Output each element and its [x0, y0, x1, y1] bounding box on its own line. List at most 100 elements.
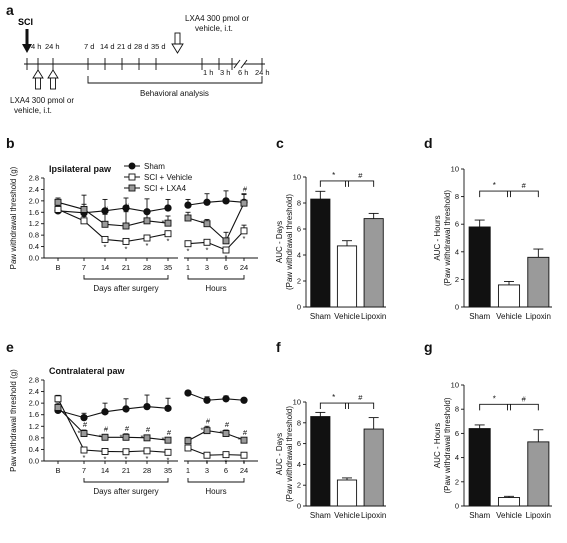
series-line-days	[57, 407, 169, 441]
y-tick-label: 0.4	[29, 445, 39, 454]
sig-bracket	[319, 180, 375, 187]
category-label: Vehicle	[334, 511, 360, 520]
y-axis-label: (Paw withdrawal threshold)	[285, 194, 294, 290]
panel-label-f: f	[276, 339, 281, 355]
sci-label: SCI	[18, 17, 33, 27]
y-tick-label: 0.8	[29, 231, 39, 240]
chart-title: Ipsilateral paw	[49, 164, 112, 174]
y-tick-label: 4	[455, 247, 459, 256]
sig-bracket	[479, 403, 539, 411]
injection-arrow-icon	[35, 77, 41, 90]
x-tick-label: 6	[224, 466, 228, 475]
timeline-break	[233, 59, 241, 69]
y-tick-label: 2.8	[29, 174, 39, 183]
y-tick-label: 0	[455, 303, 459, 312]
point-vehicle	[122, 448, 130, 456]
y-tick-label: 2	[297, 481, 301, 490]
x-tick-label: B	[55, 466, 60, 475]
x-tick-label: 24	[240, 466, 248, 475]
y-tick-label: 8	[455, 405, 459, 414]
behavioral-label: Behavioral analysis	[140, 89, 209, 98]
category-label: Lipoxin	[361, 511, 386, 520]
tick-label: 6 h	[238, 68, 248, 77]
series-line-days	[57, 201, 169, 227]
chart-title: Contralateral paw	[49, 366, 126, 376]
sig-hash: #	[522, 394, 527, 403]
bar	[527, 256, 550, 308]
category-label: Vehicle	[496, 312, 522, 321]
bar-chart-g: 0 2 4 6 8 10 AUC - Hours (Paw withdrawal thresh…	[433, 381, 552, 520]
behavioral-bracket	[87, 76, 263, 84]
y-tick-label: 0.8	[29, 433, 39, 442]
point-lxa4	[54, 198, 62, 206]
x-tick-label: 14	[101, 263, 109, 272]
x-tick-label: B	[55, 263, 60, 272]
y-tick-label: 1.6	[29, 208, 39, 217]
days-bracket	[83, 478, 169, 483]
y-tick-label: 2.4	[29, 387, 39, 396]
bar	[363, 218, 384, 308]
point-vehicle	[54, 205, 62, 213]
y-tick-label: 0.4	[29, 242, 39, 251]
panel-label-g: g	[424, 339, 433, 355]
x-tick-label: 1	[186, 466, 190, 475]
point-lxa4	[164, 219, 172, 227]
bar	[468, 226, 491, 308]
injection-arrow-icon	[50, 77, 56, 90]
sci-arrowhead-icon	[22, 44, 32, 53]
point-sham	[143, 402, 151, 411]
x-axis-label-hours: Hours	[205, 284, 226, 293]
point-lxa4	[143, 217, 151, 225]
sig-star: *	[146, 454, 149, 463]
y-tick-label: 0	[297, 303, 301, 312]
point-lxa4	[143, 434, 151, 442]
series-line-days	[57, 406, 169, 419]
point-vehicle	[143, 234, 151, 242]
point-lxa4	[80, 430, 88, 437]
series-line-hours	[187, 200, 245, 206]
injection-arrowhead-icon	[47, 69, 59, 79]
sig-star: *	[225, 458, 228, 467]
point-sham	[80, 413, 88, 422]
sig-star: *	[206, 458, 209, 467]
tick-label: 28 d	[134, 42, 149, 51]
point-vehicle	[184, 240, 192, 248]
sig-hash: #	[522, 181, 527, 190]
legend-marker	[128, 173, 136, 181]
point-vehicle	[101, 235, 109, 243]
series-line-hours	[187, 430, 245, 442]
y-tick-label: 8	[297, 418, 301, 427]
y-axis-label: Paw withdrawal threshold (g)	[9, 166, 18, 269]
point-vehicle	[80, 217, 88, 225]
x-axis-label-hours: Hours	[205, 487, 226, 496]
point-vehicle	[222, 246, 230, 254]
y-tick-label: 1.6	[29, 410, 39, 419]
point-vehicle	[240, 227, 248, 235]
y-tick-label: 0.0	[29, 254, 39, 263]
series-line-hours	[187, 392, 245, 401]
point-vehicle	[240, 451, 248, 459]
series-line-hours	[187, 202, 245, 242]
point-lxa4	[240, 199, 248, 207]
injection-arrow-icon	[174, 32, 181, 45]
contralateral-line-chart: Contralateral paw 0.0 0.4 0.8 1.2 1.6 2.0 2.4 2.…	[9, 366, 258, 496]
panel-label-b: b	[6, 135, 15, 151]
x-tick-label: 7	[82, 263, 86, 272]
point-sham	[184, 389, 192, 397]
sig-bracket	[319, 402, 375, 410]
x-tick-label: 35	[164, 263, 172, 272]
sig-star: *	[225, 253, 228, 262]
category-label: Lipoxin	[526, 312, 551, 321]
point-sham	[222, 197, 230, 205]
panel-label-a: a	[6, 2, 14, 18]
point-sham	[164, 404, 172, 412]
sig-hash: #	[146, 425, 151, 434]
tick-label: 4 h	[31, 42, 41, 51]
tick-label: 3 h	[220, 68, 230, 77]
point-sham	[184, 201, 192, 209]
y-tick-label: 2	[455, 275, 459, 284]
y-tick-label: 4	[297, 460, 301, 469]
point-vehicle	[54, 395, 62, 403]
x-tick-label: 35	[164, 466, 172, 475]
legend-label: Sham	[144, 162, 165, 171]
